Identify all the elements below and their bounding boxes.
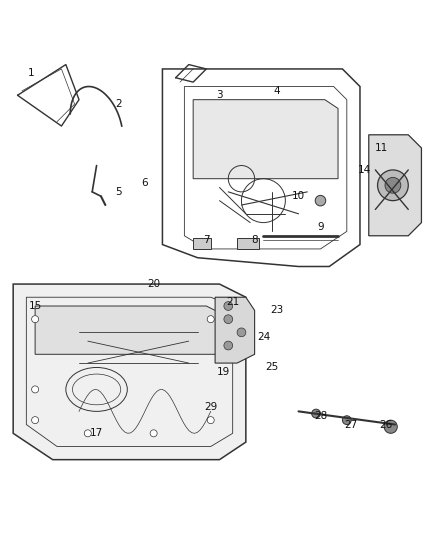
Text: 21: 21 [226,297,239,306]
Circle shape [377,170,407,200]
Circle shape [342,416,350,425]
Text: 20: 20 [147,279,160,289]
Text: 3: 3 [215,90,223,100]
Circle shape [314,196,325,206]
Circle shape [84,430,91,437]
Text: 15: 15 [28,301,42,311]
Text: 10: 10 [291,191,304,201]
Text: 9: 9 [316,222,323,232]
Bar [237,238,258,249]
Text: 29: 29 [204,402,217,412]
Text: 4: 4 [272,86,279,96]
Text: 14: 14 [357,165,370,175]
Polygon shape [215,297,254,363]
Text: 5: 5 [115,187,122,197]
Circle shape [223,341,232,350]
Text: 2: 2 [115,99,122,109]
Text: 24: 24 [256,332,269,342]
Polygon shape [35,306,223,354]
Circle shape [207,417,214,424]
Circle shape [32,316,39,322]
Text: 17: 17 [90,429,103,438]
Text: 8: 8 [251,235,258,245]
Polygon shape [193,100,337,179]
Circle shape [237,328,245,337]
Text: 19: 19 [217,367,230,377]
Text: 26: 26 [379,419,392,430]
Text: 1: 1 [27,68,34,78]
Text: 11: 11 [374,143,388,153]
Text: 28: 28 [313,411,326,421]
Polygon shape [13,284,245,459]
Text: 23: 23 [269,305,283,316]
Circle shape [223,315,232,324]
Text: 25: 25 [265,362,278,373]
Circle shape [32,386,39,393]
Circle shape [384,177,400,193]
Circle shape [383,420,396,433]
Circle shape [150,430,157,437]
Circle shape [207,316,214,322]
Polygon shape [368,135,420,236]
Circle shape [223,302,232,310]
Text: 7: 7 [202,235,209,245]
Text: 27: 27 [344,419,357,430]
Circle shape [32,417,39,424]
Text: 6: 6 [141,178,148,188]
Bar [193,238,210,249]
Circle shape [311,409,320,418]
